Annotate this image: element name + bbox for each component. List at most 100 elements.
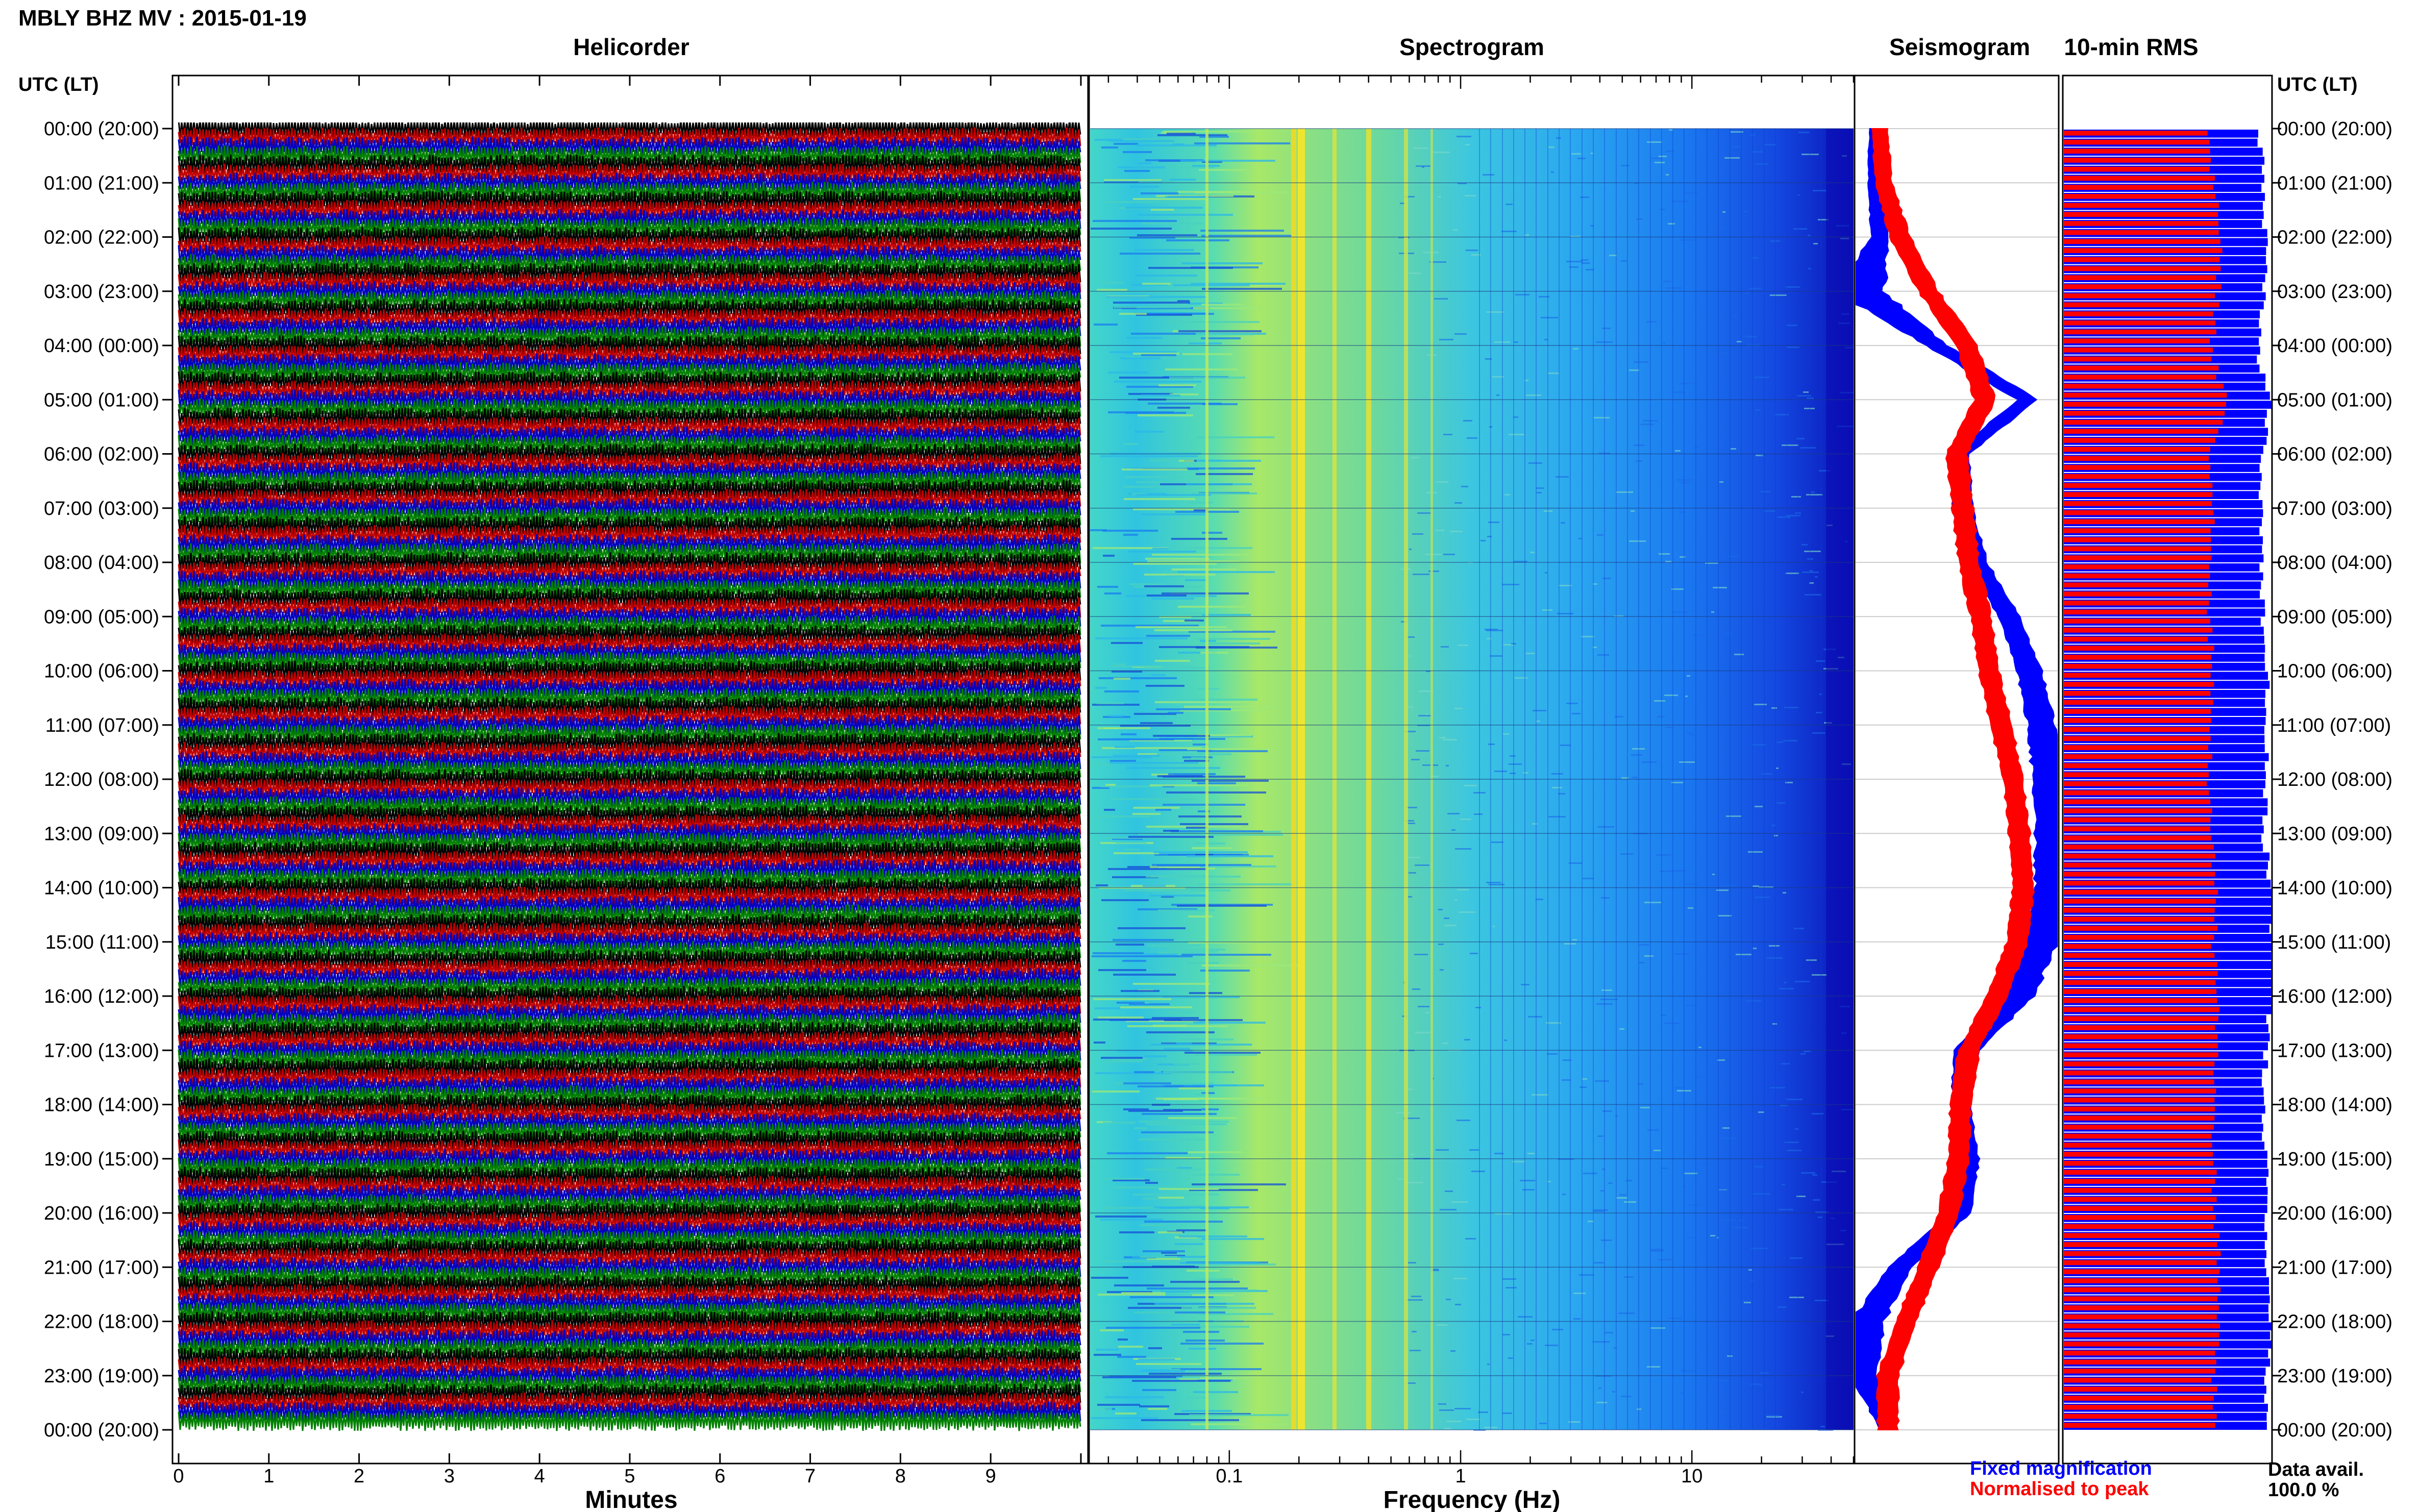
spectrogram-streak xyxy=(1178,612,1209,614)
helicorder-trace xyxy=(178,597,1081,618)
spectrogram-streak xyxy=(1185,1263,1276,1266)
spectrogram-speckle xyxy=(1438,1403,1446,1405)
spectrogram-streak xyxy=(1192,1294,1234,1296)
spectrogram-speckle xyxy=(1510,773,1516,774)
spectrogram-speckle xyxy=(1759,886,1773,888)
spectrogram-speckle xyxy=(1796,1196,1806,1197)
helicorder-trace xyxy=(178,588,1081,609)
spectrogram-speckle xyxy=(1505,204,1513,205)
spectrogram-streak xyxy=(1092,1090,1140,1093)
spectrogram-streak xyxy=(1101,146,1118,148)
spectrogram-streak xyxy=(1189,631,1275,633)
rms-normalised-bar xyxy=(2064,998,2217,1003)
spectrogram-speckle xyxy=(1771,707,1777,709)
spectrogram-streak xyxy=(1102,747,1201,749)
spectrogram-streak xyxy=(1109,762,1198,764)
spectrogram-speckle xyxy=(1615,716,1623,717)
spectrogram-speckle xyxy=(1712,874,1715,875)
spectrogram-streak xyxy=(1118,927,1186,929)
legend-normalised-to-peak: Normalised to peak xyxy=(1970,1478,2149,1500)
spectrogram-streak xyxy=(1182,1123,1223,1125)
spectrogram-speckle xyxy=(1636,460,1642,462)
spectrogram-speckle xyxy=(1431,776,1439,777)
rms-normalised-bar xyxy=(2064,646,2214,651)
spectrogram-speckle xyxy=(1655,162,1665,163)
spectrogram-streak xyxy=(1119,377,1194,379)
spectrogram-speckle xyxy=(1619,1194,1626,1196)
spectrogram-speckle xyxy=(1502,1412,1512,1414)
spectrogram-streak xyxy=(1123,151,1152,153)
spectrogram-speckle xyxy=(1460,819,1471,820)
spectrogram-speckle xyxy=(1601,989,1612,991)
spectrogram-speckle xyxy=(1755,897,1770,898)
spectrogram-speckle xyxy=(1536,721,1540,722)
spectrogram-streak xyxy=(1168,949,1225,951)
rms-normalised-bar xyxy=(2064,1025,2215,1030)
rms-normalised-bar xyxy=(2064,1233,2220,1238)
time-tick-label-left: 21:00 (17:00) xyxy=(44,1257,159,1278)
spectrogram-speckle xyxy=(1716,889,1729,891)
rms-normalised-bar xyxy=(2064,736,2211,741)
spectrogram-streak xyxy=(1135,249,1194,251)
spectrogram-speckle xyxy=(1526,394,1541,396)
helicorder-trace xyxy=(178,904,1081,925)
rms-normalised-bar xyxy=(2064,872,2215,877)
helicorder-trace xyxy=(178,498,1081,518)
spectrogram-speckle xyxy=(1503,644,1514,646)
spectrogram-streak xyxy=(1146,685,1184,687)
rms-normalised-bar xyxy=(2064,1133,2212,1139)
spectrogram-speckle xyxy=(1514,561,1527,562)
rms-normalised-bar xyxy=(2064,618,2210,624)
spectrogram-speckle xyxy=(1804,408,1815,409)
spectrogram-speckle xyxy=(1774,835,1778,836)
spectrogram-streak xyxy=(1157,407,1190,409)
spectrogram-speckle xyxy=(1746,292,1748,294)
spectrogram-speckle xyxy=(1689,734,1694,736)
spectrogram-streak xyxy=(1157,864,1210,866)
rms-normalised-bar xyxy=(2064,663,2212,669)
rms-normalised-bar xyxy=(2064,862,2212,868)
spectrogram-speckle xyxy=(1717,1059,1725,1061)
spectrogram-speckle xyxy=(1754,704,1767,705)
time-tick-label-right: 13:00 (09:00) xyxy=(2277,823,2392,845)
spectrogram-streak xyxy=(1107,1152,1188,1154)
spectrogram-speckle xyxy=(1488,743,1495,745)
spectrogram-streak xyxy=(1124,498,1195,500)
spectrogram-speckle xyxy=(1436,481,1448,483)
spectrogram-speckle xyxy=(1714,1189,1730,1191)
spectrogram-speckle xyxy=(1713,146,1718,148)
time-tick-label-right: 15:00 (11:00) xyxy=(2277,932,2391,953)
time-tick-label-right: 06:00 (02:00) xyxy=(2277,444,2392,465)
spectrogram-streak xyxy=(1126,386,1193,388)
spectrogram-speckle xyxy=(1684,883,1698,885)
spectrogram-title: Spectrogram xyxy=(1399,34,1544,60)
spectrogram-speckle xyxy=(1400,203,1405,204)
spectrogram-streak xyxy=(1188,915,1213,918)
spectrogram-streak xyxy=(1122,468,1188,470)
rms-normalised-bar xyxy=(2064,158,2211,163)
spectrogram-streak xyxy=(1101,785,1157,787)
spectrogram-speckle xyxy=(1430,1270,1439,1271)
spectrogram-streak xyxy=(1134,1311,1196,1313)
spectrogram-speckle xyxy=(1787,1150,1801,1151)
helicorder-trace xyxy=(178,217,1081,238)
rms-normalised-bar xyxy=(2064,1206,2213,1211)
helicorder-trace xyxy=(178,1248,1081,1269)
spectrogram-speckle xyxy=(1406,807,1417,808)
spectrogram-streak xyxy=(1100,1329,1124,1331)
spectrogram-speckle xyxy=(1801,154,1819,155)
helicorder-trace xyxy=(178,1058,1081,1079)
rms-normalised-bar xyxy=(2064,573,2210,579)
spectrogram-streak xyxy=(1124,170,1150,172)
spectrogram-streak xyxy=(1201,642,1260,645)
spectrogram-streak xyxy=(1114,143,1138,145)
helicorder-trace xyxy=(178,1356,1081,1377)
spectrogram-speckle xyxy=(1776,741,1783,743)
spectrogram-streak xyxy=(1198,810,1210,812)
spectrogram-streak xyxy=(1119,1231,1154,1233)
rms-normalised-bar xyxy=(2064,727,2210,732)
spectrogram-streak xyxy=(1141,1131,1214,1133)
rms-normalised-bar xyxy=(2064,456,2209,461)
rms-normalised-bar xyxy=(2064,845,2214,850)
spectrogram-speckle xyxy=(1647,1129,1659,1131)
